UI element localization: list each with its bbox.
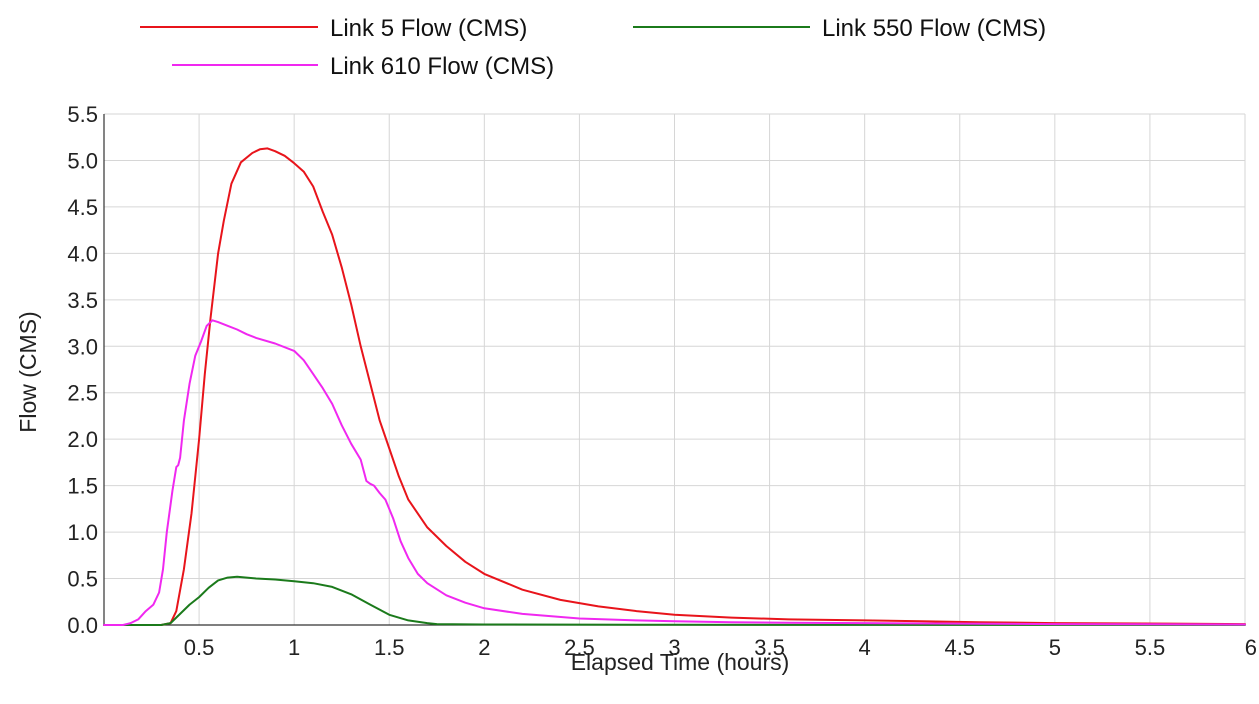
series-line-link-550 — [103, 575, 1246, 626]
x-tick-label: 3.5 — [754, 635, 785, 660]
x-tick-label: 0.5 — [184, 635, 215, 660]
x-tick-label: 6 — [1245, 635, 1257, 660]
y-tick-label: 5.0 — [67, 148, 98, 173]
x-tick-label: 2.5 — [564, 635, 595, 660]
series-line-link-610 — [103, 319, 1246, 626]
y-tick-label: 3.5 — [67, 288, 98, 313]
series-lines — [103, 147, 1246, 626]
x-axis-title: Elapsed Time (hours) — [571, 649, 790, 675]
y-tick-label: 3.0 — [67, 334, 98, 359]
y-tick-label: 4.5 — [67, 195, 98, 220]
y-tick-label: 5.5 — [67, 102, 98, 127]
y-tick-label: 1.5 — [67, 474, 98, 499]
y-tick-label: 4.0 — [67, 241, 98, 266]
legend-label-link-610: Link 610 Flow (CMS) — [330, 53, 554, 80]
series-line-link-5 — [103, 147, 1246, 626]
y-axis-title: Flow (CMS) — [15, 311, 41, 432]
x-tick-label: 5 — [1049, 635, 1061, 660]
x-tick-label: 1.5 — [374, 635, 405, 660]
tick-labels: 0.5 1 1.5 2 2.5 3 3.5 4 4.5 5 5.5 6 0.0 0.5 1.0 1.5 2.0 2… — [67, 102, 1257, 660]
y-tick-label: 2.5 — [67, 381, 98, 406]
y-tick-label: 0.5 — [67, 567, 98, 592]
legend: Link 5 Flow (CMS) Link 550 Flow (CMS) Li… — [140, 15, 1046, 80]
y-tick-label: 1.0 — [67, 520, 98, 545]
y-tick-label: 0.0 — [67, 613, 98, 638]
x-tick-label: 2 — [478, 635, 490, 660]
y-tick-label: 2.0 — [67, 427, 98, 452]
legend-label-link-550: Link 550 Flow (CMS) — [822, 15, 1046, 42]
legend-label-link-5: Link 5 Flow (CMS) — [330, 15, 527, 42]
grid — [104, 113, 1246, 626]
x-tick-label: 1 — [288, 635, 300, 660]
x-tick-label: 5.5 — [1135, 635, 1166, 660]
x-tick-label: 4.5 — [944, 635, 975, 660]
x-tick-label: 3 — [668, 635, 680, 660]
x-tick-label: 4 — [859, 635, 871, 660]
